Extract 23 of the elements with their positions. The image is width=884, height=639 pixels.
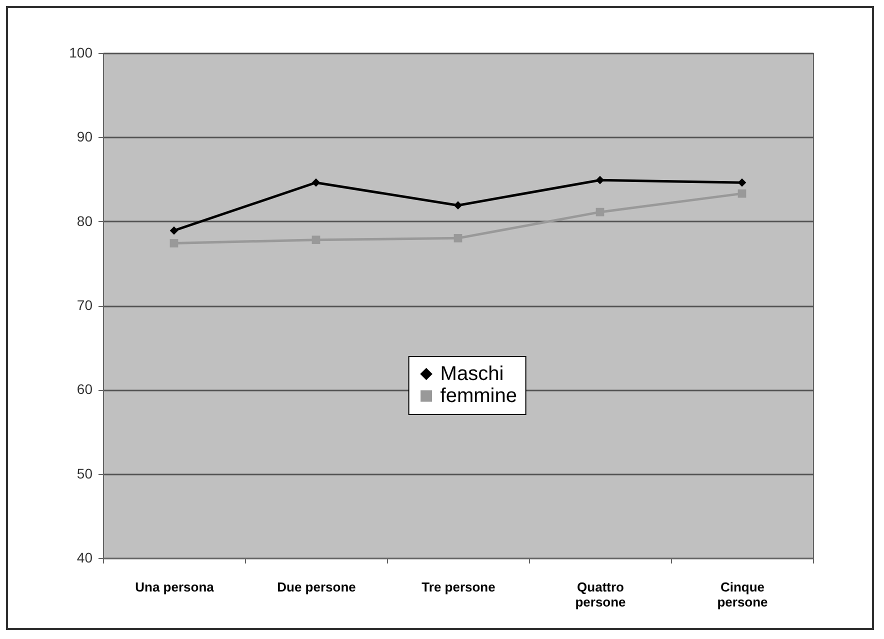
- x-tick-label: Due persone: [277, 580, 356, 594]
- point: [596, 208, 604, 216]
- y-tick-label: 90: [76, 128, 93, 145]
- y-tick-label: 100: [69, 44, 93, 60]
- x-tick-label: Quattro persone: [575, 580, 626, 610]
- x-tick-label: Una persona: [135, 580, 215, 594]
- y-tick-label: 50: [76, 465, 93, 482]
- point: [738, 189, 746, 198]
- y-tick-label: 70: [76, 297, 93, 313]
- y-tick-label: 60: [76, 381, 93, 398]
- point: [170, 226, 178, 235]
- x-tick-label: Tre persone: [422, 580, 496, 594]
- point: [738, 178, 746, 187]
- point: [312, 236, 320, 244]
- legend-label: Maschi: [440, 363, 504, 385]
- point: [454, 234, 462, 242]
- point: [454, 201, 462, 210]
- y-tick-label: 80: [76, 212, 93, 229]
- point: [170, 239, 178, 248]
- y-tick-label: 40: [76, 550, 93, 566]
- legend-label: femmine: [440, 385, 518, 407]
- point: [312, 178, 320, 187]
- x-tick-label: Cinque persone: [717, 580, 768, 610]
